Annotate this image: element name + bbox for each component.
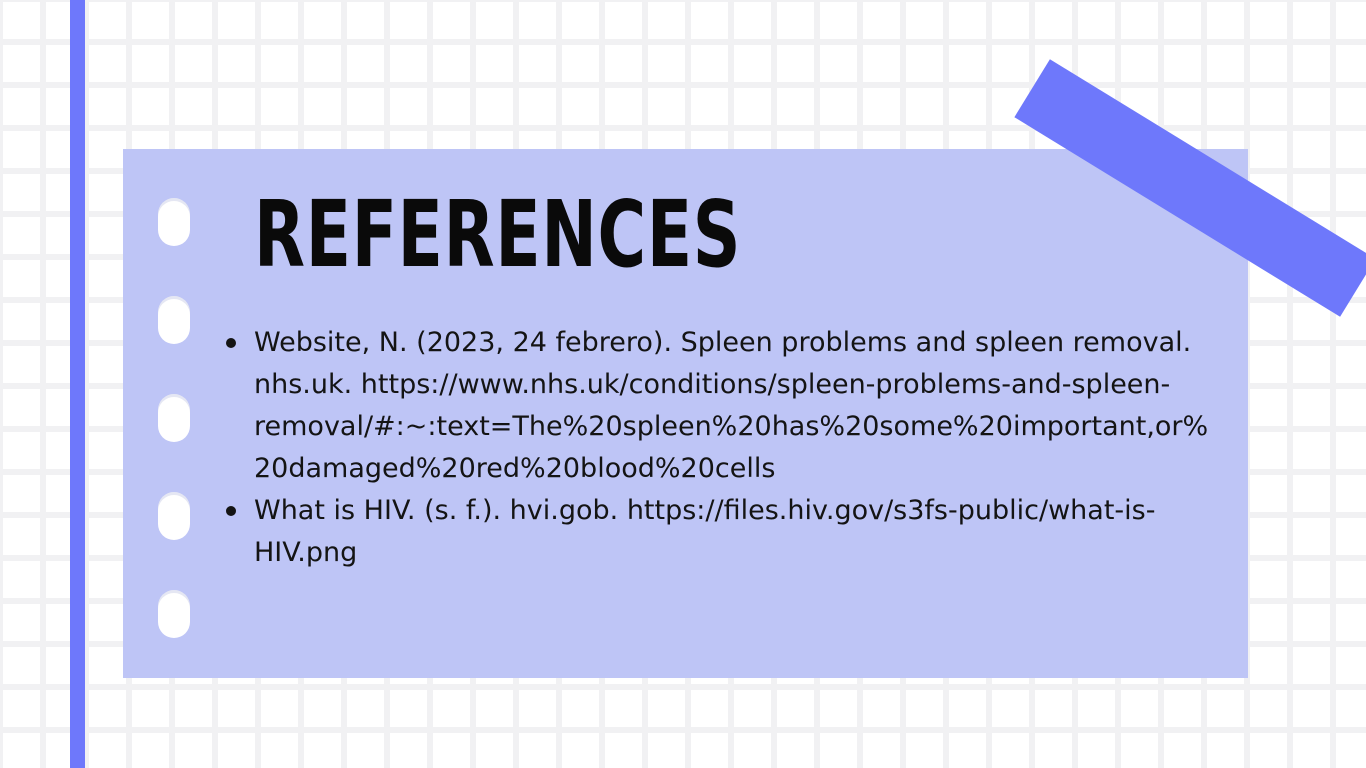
reference-item: What is HIV. (s. f.). hvi.gob. https://f… (226, 490, 1214, 574)
binder-hole (158, 198, 190, 246)
reference-text: Website, N. (2023, 24 febrero). Spleen p… (254, 327, 1209, 484)
binder-hole (158, 590, 190, 638)
bullet-icon (226, 338, 236, 348)
page-title: REFERENCES (254, 181, 742, 288)
bullet-icon (226, 506, 236, 516)
notebook-margin-line (70, 0, 85, 768)
binder-hole (158, 394, 190, 442)
references-list: Website, N. (2023, 24 febrero). Spleen p… (226, 322, 1214, 574)
binder-hole (158, 296, 190, 344)
reference-text: What is HIV. (s. f.). hvi.gob. https://f… (254, 495, 1156, 568)
references-card (123, 149, 1248, 678)
reference-item: Website, N. (2023, 24 febrero). Spleen p… (226, 322, 1214, 490)
binder-hole (158, 492, 190, 540)
